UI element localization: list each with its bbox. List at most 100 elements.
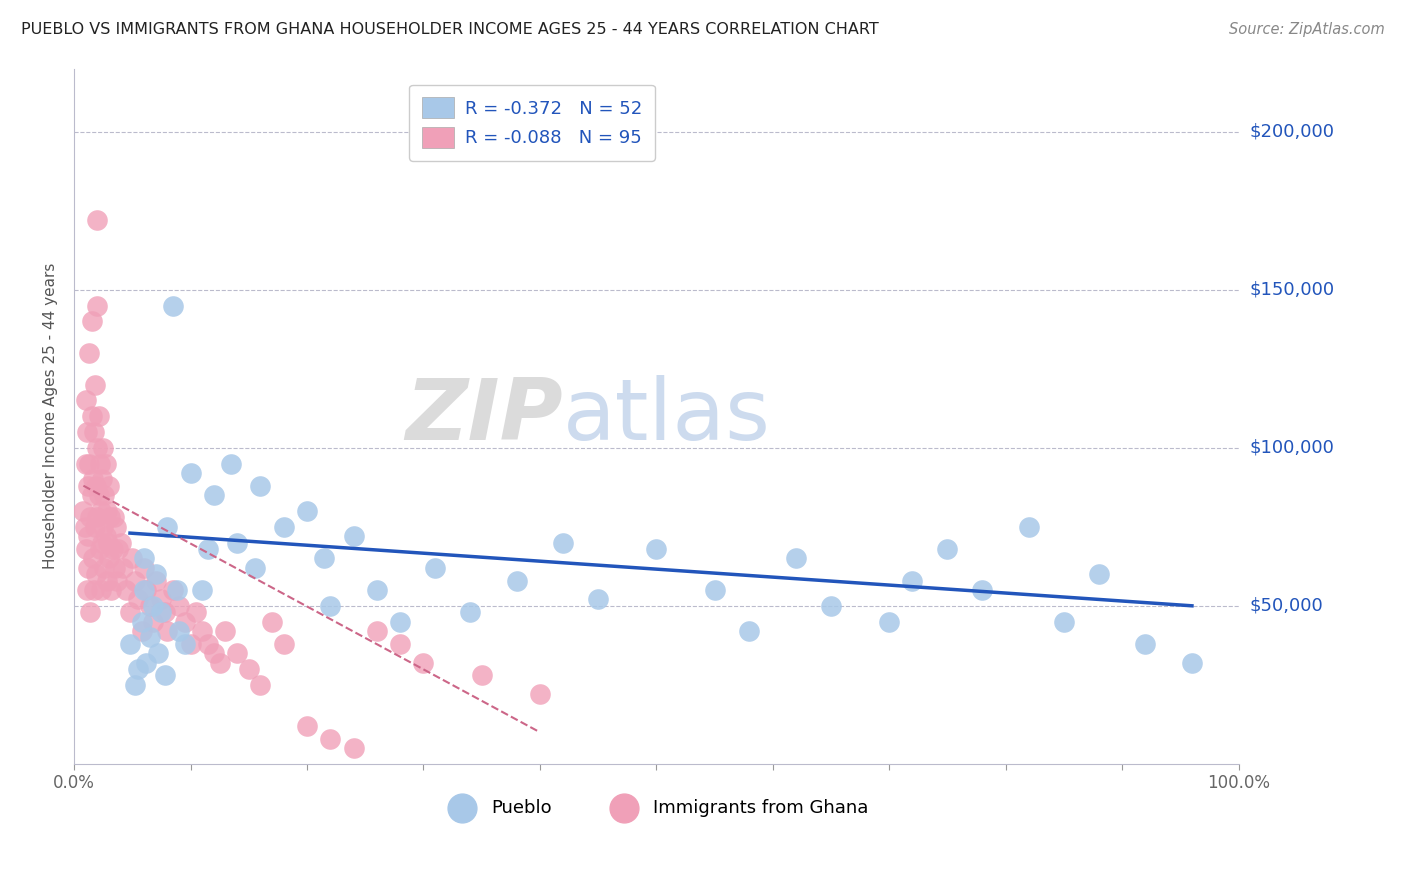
Point — [139, 631, 162, 645]
Point — [221, 457, 243, 471]
Point — [423, 561, 446, 575]
Point — [197, 637, 219, 651]
Point — [208, 656, 231, 670]
Point — [105, 574, 128, 588]
Point — [150, 592, 173, 607]
Point — [145, 567, 167, 582]
Point — [366, 582, 388, 597]
Point — [96, 504, 118, 518]
Point — [84, 567, 107, 582]
Point — [197, 541, 219, 556]
Text: $150,000: $150,000 — [1250, 281, 1334, 299]
Point — [249, 678, 271, 692]
Point — [785, 551, 807, 566]
Point — [135, 582, 157, 597]
Point — [645, 541, 668, 556]
Point — [82, 551, 104, 566]
Point — [1181, 656, 1204, 670]
Point — [202, 646, 225, 660]
Point — [1135, 637, 1157, 651]
Point — [738, 624, 761, 638]
Point — [77, 346, 100, 360]
Point — [98, 551, 121, 566]
Point — [131, 615, 153, 629]
Point — [132, 561, 155, 575]
Point — [586, 592, 609, 607]
Point — [77, 561, 100, 575]
Point — [73, 520, 96, 534]
Point — [127, 662, 149, 676]
Point — [76, 425, 98, 439]
Point — [162, 582, 184, 597]
Point — [91, 472, 114, 486]
Point — [82, 472, 104, 486]
Point — [166, 582, 188, 597]
Point — [94, 529, 117, 543]
Point — [118, 637, 141, 651]
Point — [1053, 615, 1076, 629]
Point — [104, 561, 127, 575]
Point — [146, 646, 169, 660]
Point — [226, 535, 249, 549]
Point — [121, 551, 143, 566]
Point — [90, 582, 112, 597]
Point — [93, 561, 115, 575]
Point — [139, 599, 162, 613]
Text: $100,000: $100,000 — [1250, 439, 1334, 457]
Point — [191, 624, 214, 638]
Point — [96, 574, 118, 588]
Text: Source: ZipAtlas.com: Source: ZipAtlas.com — [1229, 22, 1385, 37]
Point — [79, 605, 101, 619]
Point — [458, 605, 481, 619]
Point — [342, 741, 364, 756]
Point — [103, 510, 125, 524]
Point — [173, 637, 195, 651]
Point — [79, 510, 101, 524]
Point — [91, 441, 114, 455]
Point — [80, 488, 103, 502]
Point — [98, 510, 121, 524]
Point — [153, 605, 176, 619]
Point — [319, 599, 342, 613]
Point — [87, 488, 110, 502]
Point — [124, 574, 146, 588]
Point — [342, 529, 364, 543]
Point — [101, 541, 124, 556]
Point — [84, 479, 107, 493]
Point — [180, 466, 202, 480]
Point — [72, 504, 94, 518]
Point — [86, 441, 108, 455]
Text: $200,000: $200,000 — [1250, 123, 1334, 141]
Point — [86, 299, 108, 313]
Point — [77, 529, 100, 543]
Point — [110, 535, 132, 549]
Point — [295, 719, 318, 733]
Point — [142, 615, 165, 629]
Point — [226, 646, 249, 660]
Point — [273, 637, 295, 651]
Point — [273, 520, 295, 534]
Point — [86, 213, 108, 227]
Point — [936, 541, 959, 556]
Point — [91, 520, 114, 534]
Point — [314, 551, 336, 566]
Point — [366, 624, 388, 638]
Point — [173, 615, 195, 629]
Point — [84, 520, 107, 534]
Point — [93, 488, 115, 502]
Point — [238, 662, 260, 676]
Point — [94, 457, 117, 471]
Point — [972, 582, 994, 597]
Point — [877, 615, 900, 629]
Point — [98, 479, 121, 493]
Point — [295, 504, 318, 518]
Point — [156, 624, 179, 638]
Point — [1088, 567, 1111, 582]
Text: atlas: atlas — [564, 375, 770, 458]
Point — [75, 393, 97, 408]
Y-axis label: Householder Income Ages 25 - 44 years: Householder Income Ages 25 - 44 years — [44, 263, 58, 569]
Point — [142, 599, 165, 613]
Point — [260, 615, 283, 629]
Point — [97, 535, 120, 549]
Point — [90, 504, 112, 518]
